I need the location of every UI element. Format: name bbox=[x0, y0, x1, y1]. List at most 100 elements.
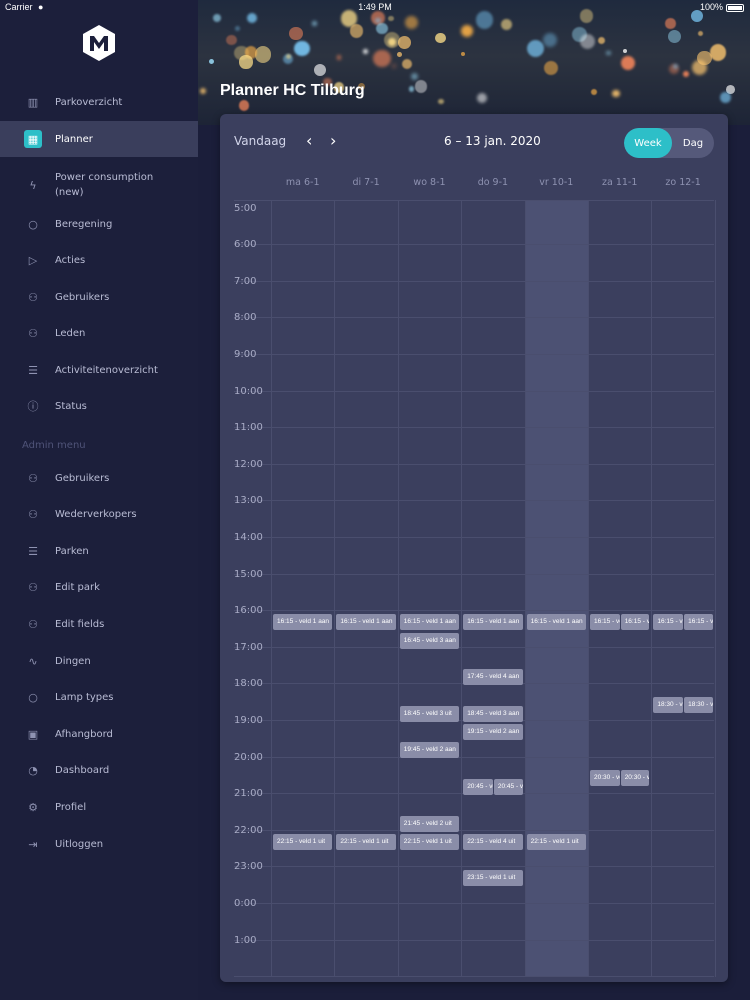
sidebar-item-beregening[interactable]: ○ Beregening bbox=[0, 206, 198, 242]
users-cog-icon: ⚇ bbox=[28, 617, 38, 631]
calendar-event[interactable]: 18:30 - ve bbox=[653, 696, 684, 713]
calendar-event[interactable]: 16:15 - veld 1 aan bbox=[399, 614, 460, 631]
sidebar-item-planner[interactable]: ▦ Planner bbox=[0, 121, 198, 157]
day-header[interactable]: wo 8-1 bbox=[413, 177, 446, 188]
bokeh-light bbox=[375, 17, 381, 24]
bokeh-light bbox=[323, 77, 332, 87]
hour-label: 0:00 bbox=[234, 897, 257, 909]
sidebar-item-power-consumption-new[interactable]: ϟ Power consumption (new) bbox=[0, 164, 198, 206]
sidebar-item-label: Gebruikers bbox=[55, 472, 110, 484]
calendar-event[interactable]: 22:15 - veld 1 uit bbox=[336, 833, 396, 850]
bokeh-light bbox=[580, 34, 596, 50]
sidebar-item-gebruikers[interactable]: ⚇ Gebruikers bbox=[0, 279, 198, 315]
calendar-event[interactable]: 22:15 - veld 4 uit bbox=[463, 833, 523, 850]
admin-item-gebruikers[interactable]: ⚇ Gebruikers bbox=[0, 460, 198, 496]
play-circle-icon: ▷ bbox=[28, 253, 38, 267]
admin-item-parken[interactable]: ☰ Parken bbox=[0, 533, 198, 569]
bokeh-light bbox=[620, 55, 635, 71]
calendar-event[interactable]: 16:45 - veld 3 aan bbox=[399, 632, 460, 649]
sidebar-item-parkoverzicht[interactable]: ▥ Parkoverzicht bbox=[0, 84, 198, 120]
bokeh-light bbox=[340, 10, 358, 27]
wave-icon: ∿ bbox=[28, 654, 38, 668]
calendar-event[interactable]: 20:45 - ve bbox=[493, 778, 523, 795]
calendar-event[interactable]: 21:45 - veld 2 uit bbox=[399, 815, 460, 832]
calendar-event[interactable]: 16:15 - veld 1 aan bbox=[273, 614, 333, 631]
week-view-button[interactable]: Week bbox=[624, 128, 672, 158]
bokeh-light bbox=[667, 29, 681, 44]
grid-divider bbox=[524, 200, 526, 978]
admin-item-uitloggen[interactable]: ⇥ Uitloggen bbox=[0, 826, 198, 862]
sidebar-item-acties[interactable]: ▷ Acties bbox=[0, 242, 198, 278]
clock: 1:49 PM bbox=[358, 2, 392, 12]
chevron-left-icon[interactable]: ‹ bbox=[306, 131, 313, 150]
calendar-event[interactable]: 16:15 - ve bbox=[653, 614, 684, 631]
bokeh-light bbox=[683, 70, 690, 77]
hour-label: 5:00 bbox=[234, 202, 257, 214]
status-bar: Carrier ● 1:49 PM 100% bbox=[0, 0, 750, 16]
calendar-event[interactable]: 19:45 - veld 2 aan bbox=[399, 742, 460, 759]
day-header[interactable]: ma 6-1 bbox=[285, 177, 320, 188]
calendar-event[interactable]: 20:30 - ve bbox=[620, 769, 650, 786]
bokeh-light bbox=[282, 53, 294, 65]
grid-divider bbox=[397, 200, 399, 978]
users-cog-icon: ⚇ bbox=[28, 581, 38, 595]
calendar-event[interactable]: 16:15 - veld 1 aan bbox=[336, 614, 396, 631]
admin-item-profiel[interactable]: ⚙ Profiel bbox=[0, 789, 198, 825]
hour-label: 11:00 bbox=[234, 422, 263, 434]
calendar-event[interactable]: 22:15 - veld 1 uit bbox=[526, 833, 586, 850]
grid-divider bbox=[234, 200, 714, 201]
bokeh-light bbox=[311, 20, 317, 26]
calendar-event[interactable]: 20:30 - ve bbox=[590, 769, 620, 786]
map-icon: ▥ bbox=[27, 95, 39, 109]
day-header[interactable]: do 9-1 bbox=[477, 177, 509, 188]
admin-item-dingen[interactable]: ∿ Dingen bbox=[0, 643, 198, 679]
bokeh-light bbox=[199, 87, 206, 95]
logout-icon: ⇥ bbox=[28, 837, 38, 851]
sidebar-item-label: Afhangbord bbox=[55, 728, 113, 740]
bokeh-light bbox=[691, 59, 707, 75]
bokeh-light bbox=[475, 11, 494, 29]
chevron-right-icon[interactable]: › bbox=[330, 131, 337, 150]
admin-item-lamp-types[interactable]: ○ Lamp types bbox=[0, 680, 198, 716]
sidebar-item-activiteitenoverzicht[interactable]: ☰ Activiteitenoverzicht bbox=[0, 352, 198, 388]
admin-item-edit-park[interactable]: ⚇ Edit park bbox=[0, 570, 198, 606]
calendar-event[interactable]: 19:15 - veld 2 aan bbox=[463, 724, 523, 741]
users-icon: ⚇ bbox=[28, 290, 38, 304]
bokeh-light bbox=[336, 55, 342, 60]
users-group-icon: ⚇ bbox=[28, 508, 38, 522]
day-view-button[interactable]: Dag bbox=[682, 137, 704, 149]
grid-divider bbox=[234, 390, 714, 392]
day-header[interactable]: zo 12-1 bbox=[665, 177, 701, 188]
admin-menu-heading: Admin menu bbox=[22, 440, 86, 451]
calendar-event[interactable]: 23:15 - veld 1 uit bbox=[463, 870, 523, 887]
bokeh-light bbox=[254, 46, 272, 64]
calendar-event[interactable]: 17:45 - veld 4 aan bbox=[463, 669, 523, 686]
sidebar-item-label: Edit park bbox=[55, 582, 100, 594]
calendar-event[interactable]: 22:15 - veld 1 uit bbox=[273, 833, 333, 850]
admin-item-dashboard[interactable]: ◔ Dashboard bbox=[0, 753, 198, 789]
calendar-event[interactable]: 22:15 - veld 1 uit bbox=[399, 833, 460, 850]
admin-item-afhangbord[interactable]: ▣ Afhangbord bbox=[0, 716, 198, 752]
hour-label: 14:00 bbox=[234, 531, 263, 543]
admin-item-wederverkopers[interactable]: ⚇ Wederverkopers bbox=[0, 497, 198, 533]
badge-icon: ▣ bbox=[27, 727, 39, 741]
day-header[interactable]: vr 10-1 bbox=[539, 177, 574, 188]
bokeh-light bbox=[461, 51, 466, 56]
calendar-event[interactable]: 16:15 - ve bbox=[684, 614, 713, 631]
calendar-event[interactable]: 16:15 - veld 1 aan bbox=[526, 614, 586, 631]
grid-divider bbox=[234, 902, 714, 904]
day-header[interactable]: di 7-1 bbox=[352, 177, 380, 188]
list-icon: ☰ bbox=[28, 363, 38, 377]
calendar-event[interactable]: 16:15 - ve bbox=[590, 614, 620, 631]
calendar-event[interactable]: 16:15 - veld 1 aan bbox=[463, 614, 523, 631]
calendar-event[interactable]: 18:45 - veld 3 uit bbox=[399, 705, 460, 722]
calendar-event[interactable]: 20:45 - ve bbox=[463, 778, 493, 795]
day-header[interactable]: za 11-1 bbox=[602, 177, 638, 188]
admin-item-edit-fields[interactable]: ⚇ Edit fields bbox=[0, 606, 198, 642]
calendar-event[interactable]: 16:15 - ve bbox=[620, 614, 650, 631]
calendar-event[interactable]: 18:45 - veld 3 aan bbox=[463, 705, 523, 722]
today-button[interactable]: Vandaag bbox=[234, 134, 287, 148]
calendar-event[interactable]: 18:30 - ve bbox=[684, 696, 713, 713]
sidebar-item-leden[interactable]: ⚇ Leden bbox=[0, 315, 198, 351]
sidebar-item-status[interactable]: ⓘ Status bbox=[0, 388, 198, 424]
